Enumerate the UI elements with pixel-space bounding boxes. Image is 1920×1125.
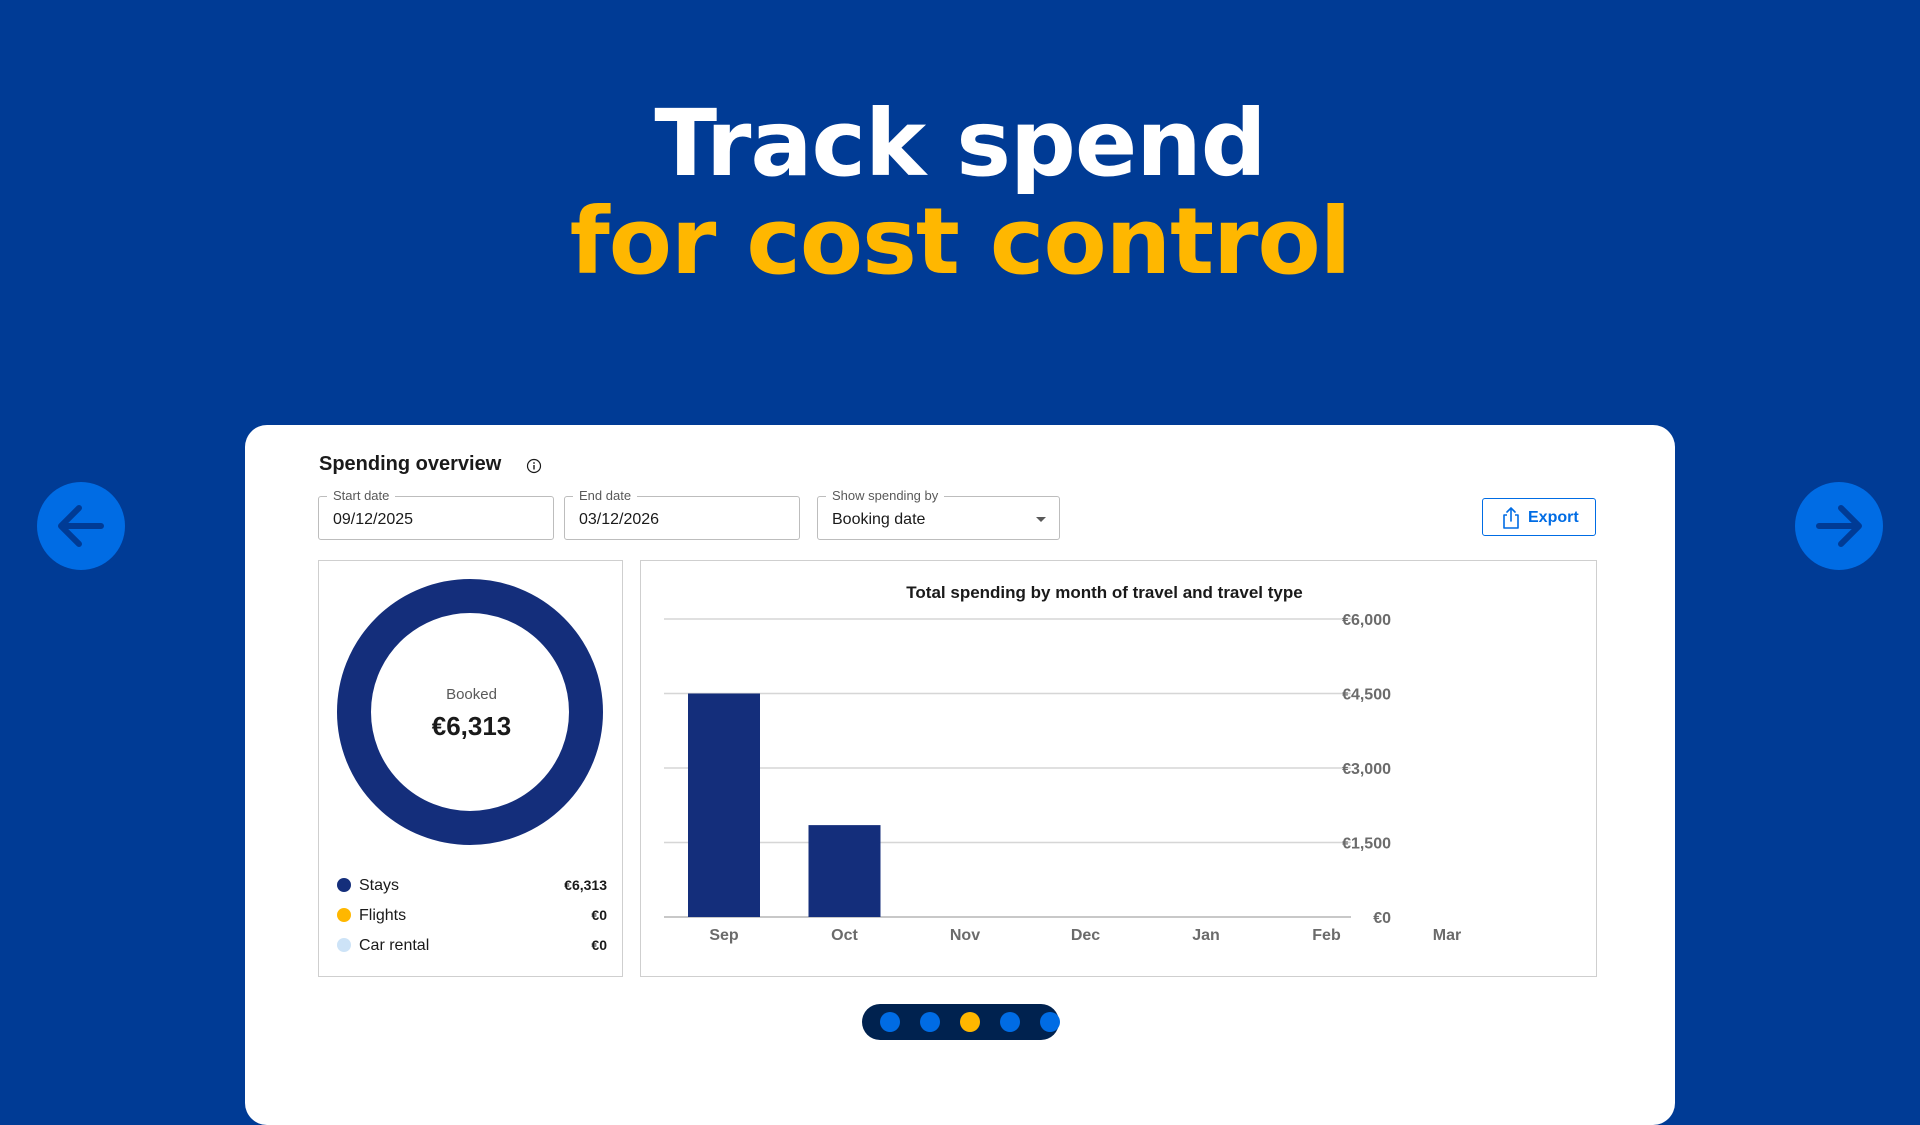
show-spending-by-select[interactable]: Show spending by Booking date [817,488,1060,540]
chevron-down-icon [1036,517,1046,522]
monthly-spending-bar-chart: €0 €1,500 €3,000 €4,500 €6,000 Sep Oct Nov Dec Ja… [664,612,1461,944]
legend-value: €0 [591,907,607,923]
arrow-left-icon [58,505,104,547]
start-date-value: 09/12/2025 [333,511,414,528]
legend-item-car-rental: Car rental €0 [337,935,607,957]
monthly-spending-chart-panel: Total spending by month of travel and tr… [640,560,1597,977]
pager-dot-2[interactable] [920,1012,940,1032]
card-title: Spending overview [319,453,502,475]
previous-slide-button[interactable] [37,482,125,570]
legend-dot-flights [337,908,351,922]
legend-name: Stays [359,877,400,894]
legend-dot-stays [337,878,351,892]
headline: Track spend for cost control [0,95,1920,291]
arrow-right-icon [1816,505,1862,547]
export-label: Export [1528,509,1579,526]
booked-donut-chart [337,579,603,845]
x-tick-label: Oct [831,927,858,944]
pager-dot-5[interactable] [1040,1012,1060,1032]
end-date-value: 03/12/2026 [579,511,660,528]
end-date-label: End date [573,488,638,503]
headline-line-1: Track spend [654,90,1266,197]
legend-value: €6,313 [564,877,607,893]
y-tick-label: €1,500 [1342,836,1391,853]
x-tick-label: Nov [950,927,980,944]
y-tick-label: €0 [1373,910,1391,927]
share-export-icon [1503,507,1519,529]
x-tick-label: Feb [1312,927,1341,944]
donut-center-label: Booked [446,686,497,703]
legend-name: Flights [359,907,407,924]
end-date-field[interactable]: End date 03/12/2026 [564,488,800,540]
pager-dot-4[interactable] [1000,1012,1020,1032]
info-icon[interactable] [526,458,542,474]
x-tick-label: Jan [1192,927,1220,944]
spending-overview-card: Spending overview Start date 09/12/2025 … [245,425,1675,1125]
bar-sep[interactable] [688,693,760,918]
y-tick-label: €3,000 [1342,761,1391,778]
legend-item-stays: Stays €6,313 [337,875,607,897]
legend-value: €0 [591,937,607,953]
legend-item-flights: Flights €0 [337,905,607,927]
pager-dot-3[interactable] [960,1012,980,1032]
start-date-label: Start date [327,488,396,503]
donut-center-value: €6,313 [431,711,512,741]
donut-ring-stays [337,579,603,845]
x-tick-label: Mar [1433,927,1461,944]
start-date-field[interactable]: Start date 09/12/2025 [318,488,554,540]
legend-name: Car rental [359,937,430,954]
pager-dot-1[interactable] [880,1012,900,1032]
legend-dot-car-rental [337,938,351,952]
slide-pager [862,1004,1060,1040]
show-spending-by-label: Show spending by [826,488,945,503]
y-tick-label: €6,000 [1342,612,1391,629]
next-slide-button[interactable] [1795,482,1883,570]
y-tick-label: €4,500 [1342,687,1391,704]
x-tick-label: Dec [1071,927,1100,944]
headline-line-2: for cost control [569,188,1351,295]
booked-summary-panel: Booked €6,313 Stays €6,313 Flights €0 Ca… [318,560,623,977]
x-tick-label: Sep [709,927,739,944]
chart-title: Total spending by month of travel and tr… [906,583,1303,602]
show-spending-by-value: Booking date [832,511,926,528]
bar-oct[interactable] [808,825,881,917]
export-button[interactable]: Export [1482,498,1596,536]
